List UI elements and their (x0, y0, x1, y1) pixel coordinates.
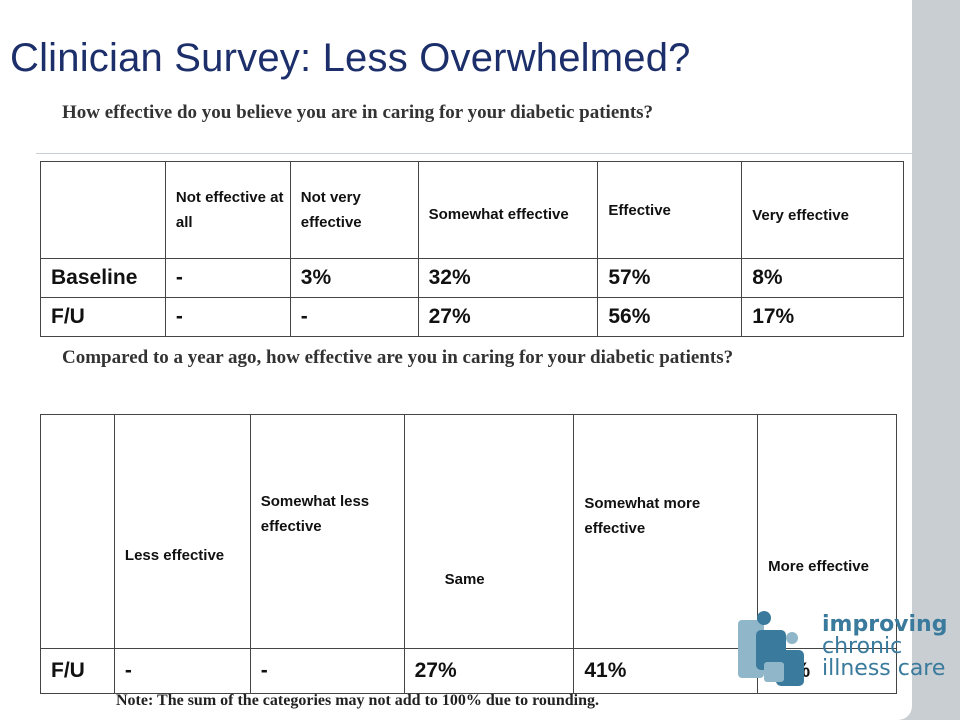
header-cell: Somewhat less effective (249, 414, 405, 649)
table-comparison: Less effective Somewhat less effective S… (40, 414, 897, 694)
table-cell: - (289, 297, 419, 337)
logo-text: improving chronic illness care (822, 614, 947, 680)
header-cell (40, 161, 166, 259)
footnote: Note: The sum of the categories may not … (116, 692, 599, 709)
table-row: F/U - - 27% 56% 17% (40, 297, 904, 337)
header-cell: Same (403, 414, 575, 649)
divider (36, 153, 914, 154)
table-cell: 56% (597, 297, 743, 337)
header-cell: Effective (597, 161, 743, 259)
row-label: Baseline (40, 258, 166, 298)
logo-line-3: illness care (822, 656, 946, 681)
table-cell: 41% (573, 648, 759, 694)
question-1: How effective do you believe you are in … (62, 102, 654, 123)
table-cell: 32% (417, 258, 599, 298)
table-cell: - (113, 648, 251, 694)
table-header-row: Not effective at all Not very effective … (40, 161, 904, 259)
header-cell: Not effective at all (164, 161, 291, 259)
logo-figures-icon (738, 611, 804, 686)
header-cell: More effective (757, 414, 897, 649)
table-cell: 57% (597, 258, 743, 298)
header-cell: Not very effective (289, 161, 419, 259)
table-header-row: Less effective Somewhat less effective S… (40, 414, 897, 649)
header-cell: Less effective (113, 414, 251, 649)
table-cell: - (249, 648, 405, 694)
header-cell (40, 414, 115, 649)
header-cell: Very effective (741, 161, 904, 259)
improving-chronic-illness-care-logo: improving chronic illness care (736, 610, 947, 690)
row-label: F/U (40, 648, 115, 694)
question-2: Compared to a year ago, how effective ar… (62, 347, 734, 368)
row-label: F/U (40, 297, 166, 337)
logo-line-1: improving (822, 612, 948, 637)
header-cell: Somewhat effective (417, 161, 599, 259)
logo-line-2: chronic (822, 634, 903, 659)
table-effectiveness: Not effective at all Not very effective … (40, 161, 904, 337)
slide-title: Clinician Survey: Less Overwhelmed? (10, 36, 691, 80)
table-cell: - (164, 258, 291, 298)
table-cell: 17% (741, 297, 904, 337)
header-cell: Somewhat more effective (573, 414, 759, 649)
table-row: Baseline - 3% 32% 57% 8% (40, 258, 904, 298)
table-cell: 3% (289, 258, 419, 298)
table-cell: 27% (417, 297, 599, 337)
table-cell: 27% (403, 648, 575, 694)
table-cell: - (164, 297, 291, 337)
table-cell: 8% (741, 258, 904, 298)
